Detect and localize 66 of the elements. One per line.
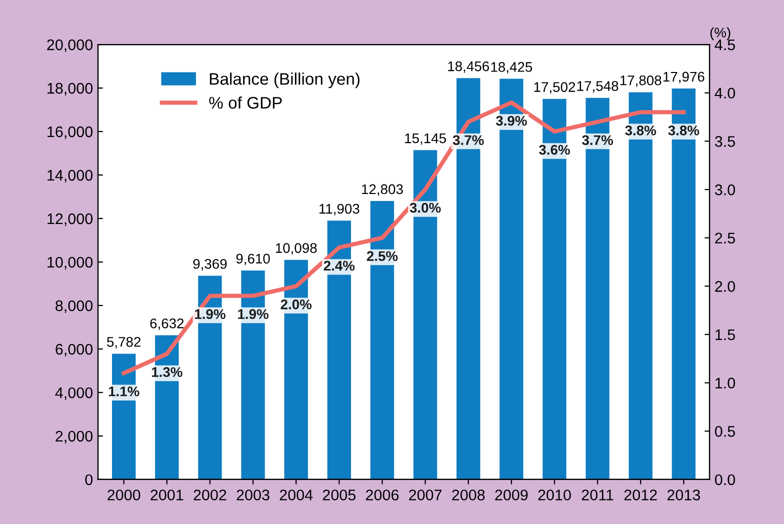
y2-tick-label: 2.5 — [715, 232, 735, 244]
y2-tick-label: 1.0 — [716, 378, 736, 388]
y2-tick-label: 2.0 — [715, 281, 736, 292]
x-tick-label: 2002 — [194, 490, 226, 500]
data-label: 3.8% — [625, 126, 656, 136]
data-label: 5,782 — [107, 336, 141, 348]
x-tick-label: 2004 — [280, 490, 313, 500]
y-tick-label: 8,000 — [56, 300, 93, 313]
data-label: 3.7% — [582, 135, 614, 146]
x-tick-label: 2005 — [322, 490, 356, 500]
y-tick-label: 20,000 — [47, 39, 93, 52]
x-tick-label: 2000 — [108, 490, 140, 500]
y2-tick-label: 0.5 — [714, 426, 735, 437]
y2-tick-label: 4.0 — [714, 88, 736, 99]
data-label: 2.4% — [324, 260, 355, 271]
x-tick-label: 2003 — [236, 490, 270, 500]
y-tick-label: 10,000 — [48, 256, 93, 270]
x-tick-label: 2010 — [538, 490, 571, 500]
data-label: 6,632 — [150, 318, 184, 330]
data-label: 17,502 — [534, 82, 576, 94]
y-tick-label: 16,000 — [48, 126, 93, 140]
x-tick-label: 2001 — [150, 490, 184, 500]
data-label: 15,145 — [405, 134, 446, 145]
x-tick-label: 2013 — [667, 490, 700, 500]
y2-tick-label: 3.5 — [714, 136, 735, 147]
data-label: 2.0% — [280, 300, 312, 310]
y-tick-label: 6,000 — [56, 344, 93, 356]
data-label: 9,610 — [236, 254, 270, 266]
data-label: 3.7% — [452, 135, 484, 146]
data-label: 12,803 — [362, 184, 403, 196]
x-tick-label: 2008 — [452, 490, 485, 500]
data-label: 18,425 — [491, 62, 532, 74]
y2-tick-label: 0.0 — [714, 474, 736, 486]
y-tick-label: 18,000 — [48, 82, 93, 96]
x-tick-label: 2007 — [409, 490, 442, 500]
data-label: 1.3% — [152, 367, 182, 378]
y-tick-label: 2,000 — [56, 430, 93, 444]
legend-label: % of GDP — [209, 96, 282, 109]
data-label: 17,808 — [620, 75, 662, 87]
data-label: 9,369 — [193, 258, 227, 270]
data-label: 1.9% — [195, 309, 226, 319]
data-label: 3.6% — [538, 144, 570, 155]
x-tick-label: 2009 — [495, 490, 528, 500]
y2-tick-label: 3.0 — [714, 184, 736, 196]
legend-label: Balance (Billion yen) — [210, 72, 360, 88]
data-label: 2.5% — [366, 251, 398, 262]
data-label: 10,098 — [276, 243, 317, 255]
data-label: 17,548 — [577, 81, 618, 93]
data-label: 3.0% — [410, 202, 441, 213]
x-tick-label: 2012 — [624, 490, 657, 500]
data-label: 11,903 — [319, 204, 360, 216]
y-tick-label: 4,000 — [55, 387, 93, 400]
x-tick-label: 2011 — [582, 490, 614, 500]
data-label: 3.8% — [668, 126, 700, 136]
data-label: 18,456 — [448, 61, 489, 73]
data-label: 1.9% — [238, 309, 268, 319]
x-tick-label: 2006 — [366, 490, 399, 500]
y2-tick-label: 1.5 — [716, 330, 735, 340]
data-label: 17,976 — [664, 72, 704, 84]
y-tick-label: 12,000 — [48, 213, 93, 226]
y2-axis-title: (%) — [710, 27, 730, 40]
y2-tick-label: 4.5 — [714, 40, 735, 50]
data-label: 1.1% — [108, 386, 140, 396]
data-label: 3.9% — [496, 116, 527, 126]
y-tick-label: 0 — [85, 474, 93, 486]
y-tick-label: 14,000 — [48, 170, 93, 183]
